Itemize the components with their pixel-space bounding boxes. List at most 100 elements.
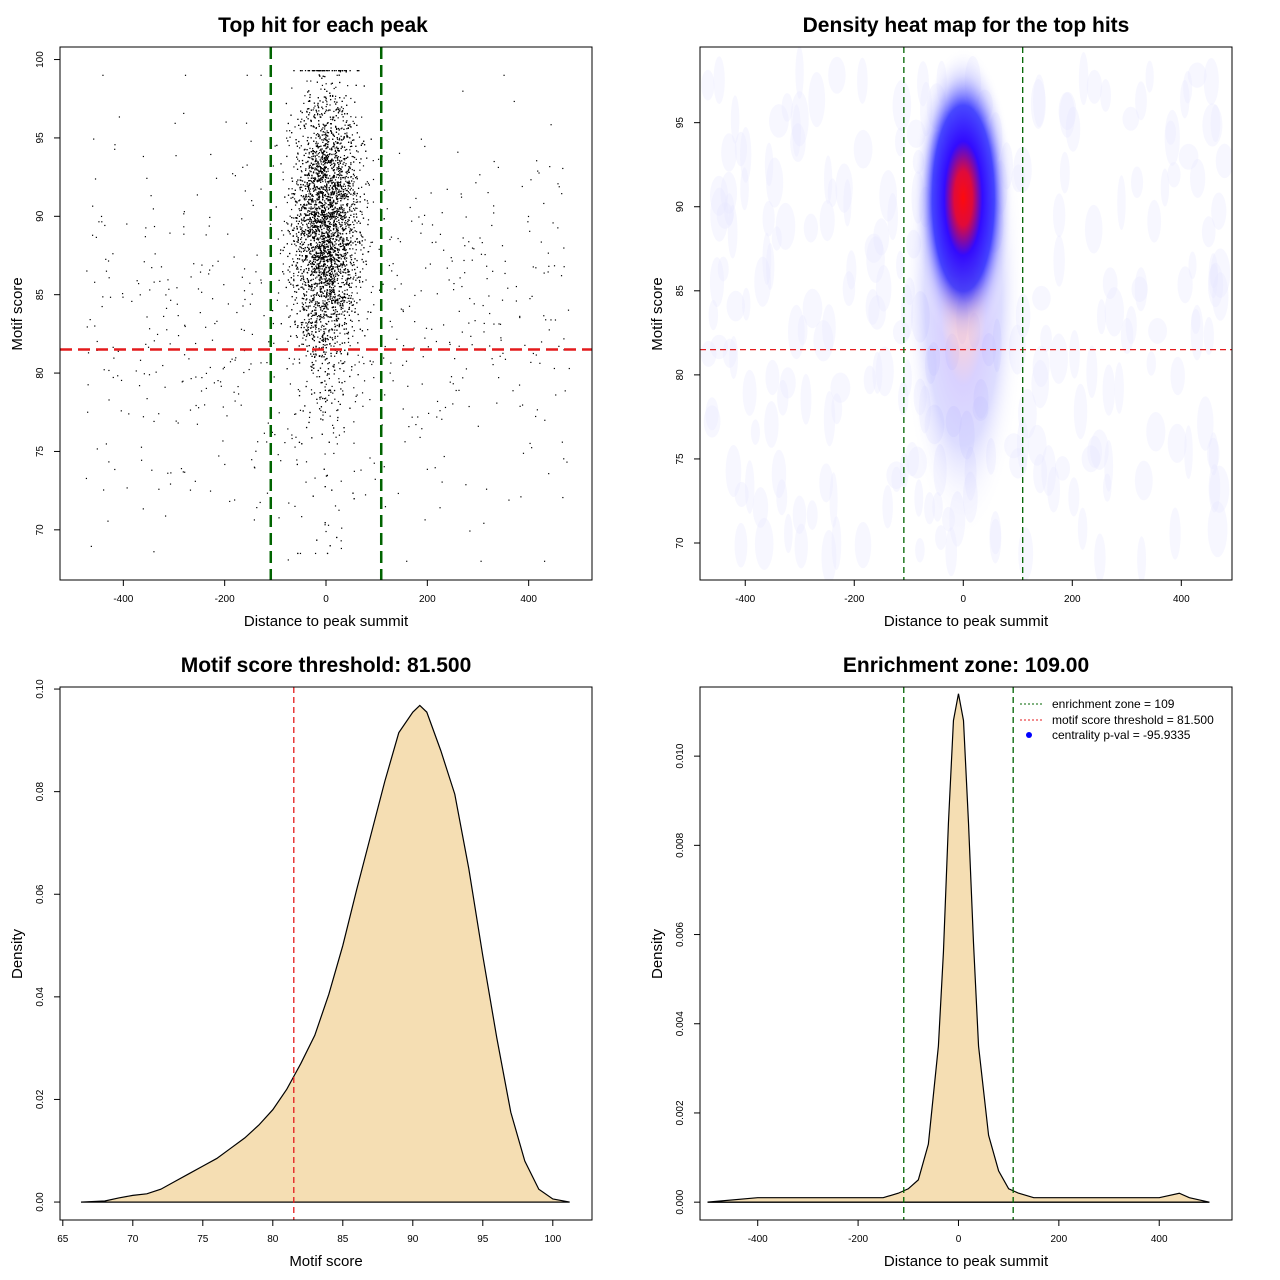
data-point — [355, 158, 357, 160]
data-point — [318, 341, 320, 343]
data-point — [333, 192, 336, 194]
data-point — [329, 257, 332, 260]
data-point — [322, 186, 324, 188]
data-point — [335, 253, 337, 255]
data-point — [288, 231, 290, 233]
data-point — [317, 172, 319, 174]
data-point — [329, 229, 331, 231]
data-point — [311, 167, 313, 169]
data-point — [307, 264, 309, 266]
data-point — [335, 236, 338, 238]
data-point — [313, 115, 315, 117]
data-point — [306, 250, 308, 252]
data-point — [332, 177, 334, 179]
data-point — [300, 246, 302, 249]
data-point — [323, 215, 325, 217]
data-point — [330, 212, 332, 214]
data-point — [336, 147, 338, 150]
data-point — [348, 300, 350, 302]
data-point — [296, 183, 298, 185]
data-point — [335, 126, 337, 128]
data-point — [338, 265, 341, 267]
data-point — [304, 281, 307, 284]
data-point — [324, 380, 326, 382]
data-point — [317, 237, 319, 239]
data-point — [332, 432, 335, 434]
data-point — [316, 180, 318, 182]
data-point — [318, 195, 320, 197]
data-point — [329, 281, 331, 283]
data-point — [309, 183, 311, 185]
data-point — [319, 286, 321, 288]
data-point — [339, 183, 341, 186]
data-point — [282, 271, 284, 273]
data-point — [329, 179, 331, 182]
data-point — [326, 280, 328, 283]
data-point — [303, 319, 306, 321]
data-point — [335, 184, 337, 186]
data-point — [333, 257, 335, 259]
data-point — [318, 252, 320, 254]
data-point — [327, 196, 329, 198]
data-point — [337, 300, 339, 302]
data-point — [309, 170, 311, 172]
data-point — [343, 194, 345, 196]
data-point — [329, 280, 331, 282]
data-point — [304, 196, 306, 198]
data-point — [291, 87, 293, 89]
data-point — [319, 279, 321, 281]
data-point — [340, 263, 342, 265]
data-point — [331, 282, 333, 285]
data-point — [355, 249, 357, 251]
data-point — [295, 265, 297, 267]
data-point — [315, 232, 317, 234]
data-point — [366, 157, 368, 159]
data-point — [334, 185, 336, 187]
data-point — [335, 263, 337, 265]
data-point — [329, 204, 331, 206]
data-point — [328, 215, 330, 217]
data-point — [298, 124, 300, 126]
data-point — [344, 185, 346, 187]
data-point — [303, 307, 305, 309]
data-point — [351, 254, 353, 256]
data-point — [307, 315, 309, 317]
data-point — [367, 311, 369, 313]
data-point — [303, 198, 306, 200]
data-point — [344, 219, 347, 222]
data-point — [341, 146, 343, 148]
data-point — [353, 139, 355, 141]
data-point — [351, 269, 353, 271]
data-point — [317, 193, 319, 195]
data-point — [294, 126, 296, 128]
data-point — [321, 347, 323, 349]
data-point — [323, 168, 325, 171]
data-point — [345, 227, 347, 230]
data-point — [325, 177, 328, 179]
data-point — [307, 281, 310, 283]
data-point — [331, 268, 334, 270]
data-point — [343, 257, 345, 259]
data-point — [313, 126, 315, 128]
data-point — [356, 132, 358, 134]
data-point — [324, 398, 326, 400]
data-point — [313, 299, 315, 301]
data-point — [353, 156, 356, 159]
data-point — [298, 271, 300, 273]
data-point — [305, 385, 307, 388]
data-point — [320, 191, 322, 193]
data-point — [314, 212, 316, 214]
data-point — [340, 296, 343, 299]
data-point — [338, 313, 341, 315]
data-point — [349, 274, 351, 276]
data-point — [320, 179, 322, 181]
data-point — [363, 85, 365, 87]
data-point — [314, 206, 316, 208]
data-point — [320, 150, 323, 152]
data-point — [336, 174, 338, 176]
data-point — [331, 328, 333, 330]
data-point — [326, 302, 328, 304]
data-point — [327, 170, 329, 172]
data-point — [313, 184, 316, 186]
data-point — [346, 113, 348, 115]
